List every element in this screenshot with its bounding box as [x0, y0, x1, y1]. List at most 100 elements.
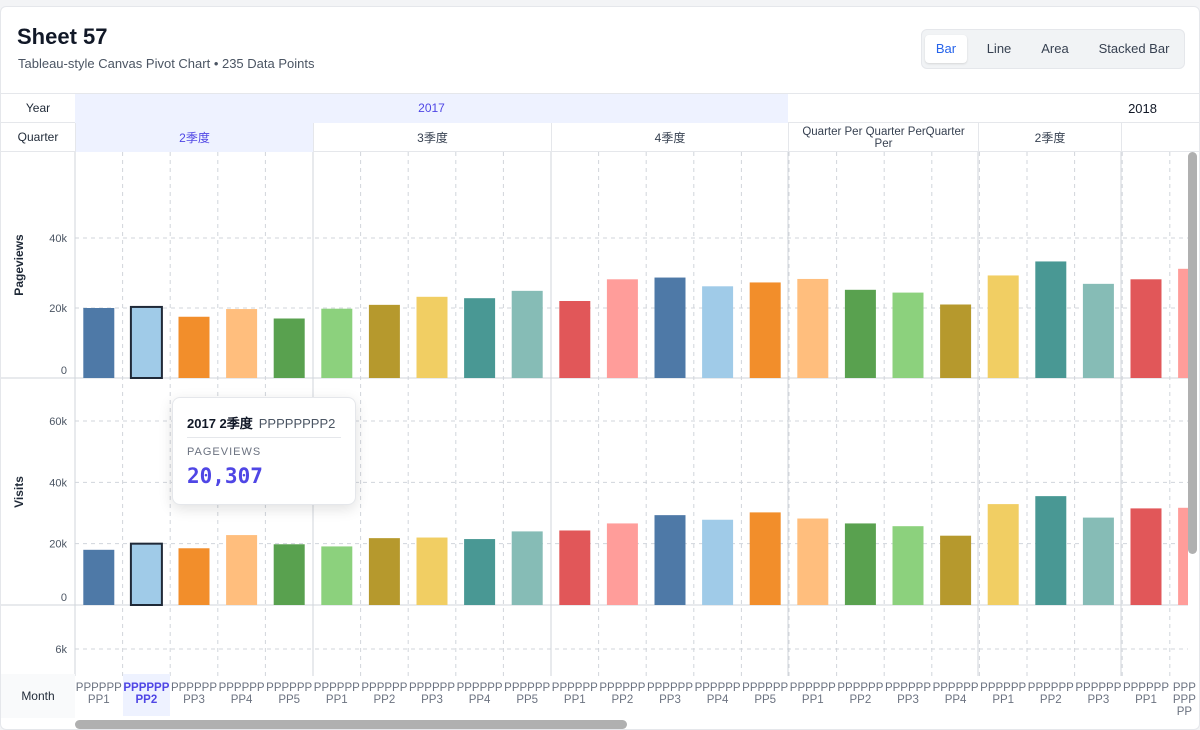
pageviews-bar[interactable]	[606, 279, 638, 378]
y-tick-label: 20k	[49, 303, 67, 315]
visits-bar[interactable]	[226, 535, 258, 605]
year-header-2018[interactable]: 2018	[1128, 101, 1157, 116]
month-row-label: Month	[1, 674, 75, 718]
pageviews-bar[interactable]	[368, 304, 400, 378]
y-axis-title: Pageviews	[12, 234, 26, 296]
month-label[interactable]: PPPPPPPP2	[599, 682, 646, 706]
visits-bar[interactable]	[511, 531, 543, 605]
tooltip-value: 20,307	[187, 464, 263, 488]
pageviews-bar[interactable]	[797, 278, 829, 378]
chart-type-area-button[interactable]: Area	[1041, 41, 1069, 56]
visits-bar[interactable]	[178, 548, 210, 605]
pageviews-bar[interactable]	[702, 286, 734, 378]
visits-bar[interactable]	[83, 549, 115, 605]
month-label[interactable]: PPPPPPPP5	[504, 682, 551, 706]
month-axis: Month PPPPPPPP1 PPPPPPPP2 PPPPPPPP3 PPPPPPP…	[1, 674, 1199, 718]
visits-bar[interactable]	[129, 542, 163, 606]
month-label[interactable]: PPPPPPPP2	[837, 682, 884, 706]
pageviews-bar[interactable]	[844, 289, 876, 378]
visits-bar[interactable]	[1130, 508, 1162, 605]
vertical-scrollbar[interactable]	[1188, 152, 1197, 554]
visits-bar[interactable]	[321, 546, 353, 605]
pageviews-bar[interactable]	[83, 308, 115, 378]
month-label[interactable]: PPPPPPPP5	[266, 682, 313, 706]
pageviews-bar[interactable]	[1130, 279, 1162, 378]
month-label[interactable]: PPPPPPPP1	[1122, 682, 1169, 706]
quarter-header[interactable]: Quarter Per Quarter PerQuarter Per	[788, 123, 978, 152]
month-label[interactable]: PPPPPPPP1	[313, 682, 360, 706]
quarter-header[interactable]	[1121, 123, 1199, 152]
month-label[interactable]: PPPPPPPP4	[456, 682, 503, 706]
visits-bar[interactable]	[749, 512, 781, 605]
chart-card: Sheet 57 Tableau-style Canvas Pivot Char…	[0, 6, 1200, 730]
visits-bar[interactable]	[702, 519, 734, 605]
month-label[interactable]: PPPPPPPP	[1172, 682, 1196, 718]
visits-bar[interactable]	[1178, 507, 1188, 605]
month-label[interactable]: PPPPPPPP3	[408, 682, 455, 706]
month-label[interactable]: PPPPPPPP3	[884, 682, 931, 706]
tooltip-month: PPPPPPPP2	[258, 416, 336, 431]
visits-bar[interactable]	[892, 526, 924, 605]
visits-bar[interactable]	[1035, 496, 1067, 605]
visits-bar[interactable]	[416, 537, 448, 605]
quarter-header[interactable]: 4季度	[551, 123, 788, 152]
pageviews-bar[interactable]	[892, 292, 924, 378]
chart-type-line-button[interactable]: Line	[986, 41, 1012, 56]
visits-bar[interactable]	[1082, 517, 1114, 605]
pageviews-bar[interactable]	[749, 282, 781, 378]
y-tick-label: 6k	[55, 644, 67, 656]
pageviews-bar[interactable]	[940, 304, 972, 379]
tooltip-title: 2017 2季度	[187, 416, 253, 431]
visits-bar[interactable]	[464, 539, 496, 605]
pageviews-bar[interactable]	[226, 309, 258, 378]
month-label[interactable]: PPPPPPPP1	[75, 682, 122, 706]
month-label[interactable]: PPPPPPPP1	[789, 682, 836, 706]
visits-bar[interactable]	[940, 535, 972, 605]
sheet-title: Sheet 57	[17, 24, 108, 49]
pageviews-bar[interactable]	[416, 296, 448, 378]
month-label[interactable]: PPPPPPPP4	[694, 682, 741, 706]
tooltip-divider	[187, 437, 341, 438]
pageviews-bar[interactable]	[987, 275, 1019, 378]
visits-bar[interactable]	[559, 530, 591, 605]
pageviews-bar[interactable]	[511, 290, 543, 378]
pageviews-bar[interactable]	[654, 277, 686, 378]
visits-bar[interactable]	[844, 523, 876, 605]
pageviews-bar[interactable]	[129, 305, 163, 380]
month-label[interactable]: PPPPPPPP3	[170, 682, 217, 706]
month-label[interactable]: PPPPPPPP4	[218, 682, 265, 706]
chart-type-switcher: Bar Line Area Stacked Bar	[921, 29, 1185, 69]
visits-bar[interactable]	[606, 523, 638, 605]
month-label[interactable]: PPPPPPPP5	[742, 682, 789, 706]
quarter-header[interactable]: 3季度	[313, 123, 551, 152]
year-header-2017[interactable]: 2017	[75, 94, 788, 123]
pageviews-bar[interactable]	[273, 318, 305, 379]
visits-bar[interactable]	[987, 504, 1019, 605]
visits-bar[interactable]	[797, 518, 829, 605]
pageviews-bar[interactable]	[178, 316, 210, 378]
pageviews-bar[interactable]	[321, 308, 353, 378]
month-label[interactable]: PPPPPPPP1	[551, 682, 598, 706]
pageviews-bar[interactable]	[464, 298, 496, 378]
visits-bar[interactable]	[654, 515, 686, 605]
month-label[interactable]: PPPPPPPP1	[980, 682, 1027, 706]
visits-bar[interactable]	[368, 538, 400, 605]
visits-bar[interactable]	[273, 544, 305, 605]
month-label[interactable]: PPPPPPPP2	[361, 682, 408, 706]
chart-type-stacked-bar-button[interactable]: Stacked Bar	[1098, 41, 1170, 56]
month-label[interactable]: PPPPPPPP4	[932, 682, 979, 706]
quarter-header[interactable]: 2季度	[75, 123, 313, 152]
quarter-header[interactable]: 2季度	[978, 123, 1121, 152]
month-label[interactable]: PPPPPPPP2	[1027, 682, 1074, 706]
month-label[interactable]: PPPPPPPP2	[122, 674, 171, 716]
pageviews-bar[interactable]	[1178, 268, 1188, 378]
month-label[interactable]: PPPPPPPP3	[1075, 682, 1122, 706]
pageviews-bar[interactable]	[1082, 283, 1114, 378]
pageviews-bar[interactable]	[1035, 261, 1067, 378]
month-label[interactable]: PPPPPPPP3	[646, 682, 693, 706]
horizontal-scrollbar[interactable]	[75, 720, 627, 729]
pageviews-bar[interactable]	[559, 301, 591, 378]
y-tick-label: 40k	[49, 477, 67, 489]
header-divider	[1, 151, 1199, 152]
chart-type-bar-button[interactable]: Bar	[925, 35, 967, 63]
